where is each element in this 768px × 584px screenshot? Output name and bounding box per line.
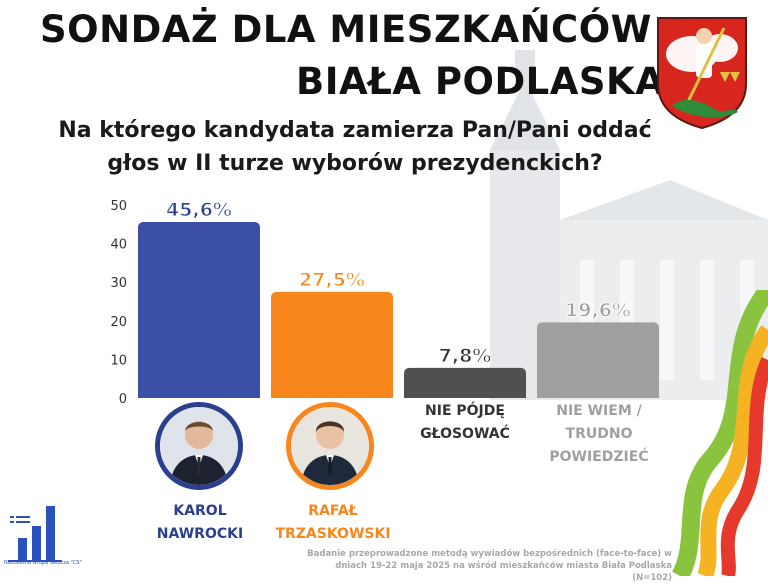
page-title-line1: SONDAŻ DLA MIESZKAŃCÓW [40,8,652,51]
survey-question: Na którego kandydata zamierza Pan/Pani o… [58,118,652,176]
person-avatar-icon [160,407,238,485]
y-tick-label: 40 [110,238,127,253]
bar-chart-logo-icon [8,506,62,562]
candidate-photo-nawrocki [155,402,243,490]
bar [138,221,260,398]
option-line: POWIEDZIEĆ [549,449,649,465]
bar-value-label: 27,5% [299,269,365,291]
y-tick-label: 50 [110,199,127,214]
option-label-dont-know: NIE WIEM / TRUDNO POWIEDZIEĆ [536,400,662,469]
logo-caption: Niezależna Grupa Śledcza "CS" [4,560,82,566]
candidate-firstname: RAFAŁ [308,503,358,519]
candidate-firstname: KAROL [173,503,227,519]
candidate-lastname: TRZASKOWSKI [275,526,391,542]
y-tick-label: 30 [110,276,127,291]
option-label-no-vote: NIE PÓJDĘ GŁOSOWAĆ [402,400,528,446]
candidate-label-nawrocki: KAROL NAWROCKI [139,500,261,546]
y-tick-label: 10 [110,353,127,368]
coat-of-arms-icon [657,17,747,130]
bar-value-label: 45,6% [166,199,232,221]
person-avatar-icon [291,407,369,485]
candidate-photo-trzaskowski [286,402,374,490]
option-line: TRUDNO [565,426,633,442]
y-tick-label: 20 [110,315,127,330]
page-title-line2: BIAŁA PODLASKA [296,60,665,103]
option-line: NIE WIEM / [556,403,642,419]
option-line: NIE PÓJDĘ [425,403,505,419]
candidate-lastname: NAWROCKI [156,526,244,542]
note-line: Badanie przeprowadzone metodą wywiadów b… [307,549,672,559]
y-tick-label: 0 [119,392,127,407]
option-line: GŁOSOWAĆ [420,426,510,442]
candidate-label-trzaskowski: RAFAŁ TRZASKOWSKI [263,500,403,546]
note-line: dniach 19-22 maja 2025 na wśród mieszkań… [335,561,672,583]
bar [271,291,393,398]
survey-methodology-note: Badanie przeprowadzone metodą wywiadów b… [300,548,672,584]
decorative-ribbons [671,290,768,576]
